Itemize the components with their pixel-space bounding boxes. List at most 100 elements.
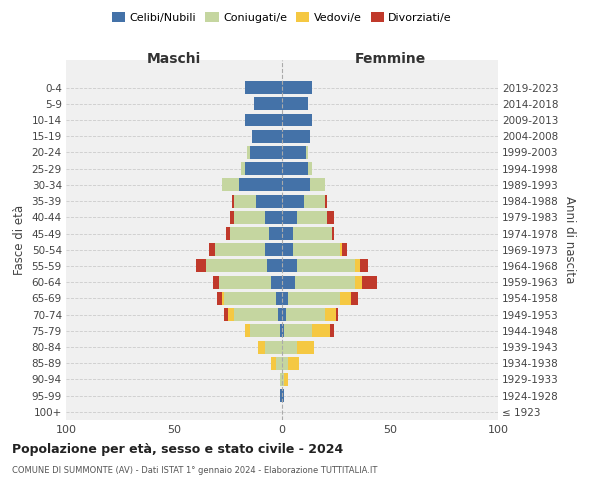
Bar bbox=[235, 194, 282, 207]
Bar bbox=[282, 340, 297, 353]
Bar bbox=[282, 389, 284, 402]
Bar bbox=[282, 162, 312, 175]
Bar bbox=[280, 389, 282, 402]
Bar bbox=[235, 194, 282, 207]
Bar bbox=[282, 114, 312, 126]
Bar bbox=[250, 146, 282, 159]
Bar bbox=[245, 81, 282, 94]
Bar bbox=[221, 178, 282, 192]
Bar bbox=[265, 340, 282, 353]
Bar bbox=[282, 146, 308, 159]
Bar bbox=[206, 260, 282, 272]
Bar bbox=[250, 324, 282, 338]
Bar bbox=[275, 292, 282, 305]
Bar bbox=[209, 243, 282, 256]
Bar bbox=[241, 162, 282, 175]
Bar bbox=[254, 98, 282, 110]
Bar bbox=[280, 389, 282, 402]
Bar bbox=[282, 162, 312, 175]
Bar bbox=[213, 276, 282, 288]
Bar bbox=[282, 324, 284, 338]
Bar bbox=[282, 389, 284, 402]
Bar bbox=[282, 178, 325, 192]
Bar bbox=[230, 227, 282, 240]
Bar bbox=[282, 243, 343, 256]
Bar bbox=[247, 146, 282, 159]
Bar bbox=[220, 276, 282, 288]
Bar bbox=[215, 243, 282, 256]
Bar bbox=[258, 340, 282, 353]
Y-axis label: Fasce di età: Fasce di età bbox=[13, 205, 26, 275]
Text: COMUNE DI SUMMONTE (AV) - Dati ISTAT 1° gennaio 2024 - Elaborazione TUTTITALIA.I: COMUNE DI SUMMONTE (AV) - Dati ISTAT 1° … bbox=[12, 466, 377, 475]
Bar bbox=[269, 227, 282, 240]
Bar bbox=[282, 98, 308, 110]
Bar bbox=[282, 146, 308, 159]
Bar bbox=[271, 357, 282, 370]
Bar bbox=[282, 194, 304, 207]
Bar bbox=[282, 178, 325, 192]
Bar bbox=[254, 98, 282, 110]
Bar bbox=[224, 308, 282, 321]
Bar bbox=[282, 357, 289, 370]
Bar bbox=[280, 324, 282, 338]
Bar bbox=[235, 308, 282, 321]
Bar bbox=[282, 324, 312, 338]
Bar bbox=[267, 260, 282, 272]
Bar bbox=[271, 357, 282, 370]
Bar bbox=[280, 373, 282, 386]
Bar bbox=[245, 114, 282, 126]
Bar bbox=[258, 340, 282, 353]
Bar bbox=[282, 114, 312, 126]
Text: Femmine: Femmine bbox=[355, 52, 425, 66]
Bar bbox=[254, 98, 282, 110]
Text: Popolazione per età, sesso e stato civile - 2024: Popolazione per età, sesso e stato civil… bbox=[12, 442, 343, 456]
Bar bbox=[232, 194, 282, 207]
Bar bbox=[282, 130, 310, 142]
Bar bbox=[271, 276, 282, 288]
Bar bbox=[282, 308, 325, 321]
Bar bbox=[282, 243, 347, 256]
Text: Maschi: Maschi bbox=[147, 52, 201, 66]
Bar bbox=[206, 260, 282, 272]
Bar bbox=[282, 389, 284, 402]
Bar bbox=[282, 373, 284, 386]
Bar bbox=[282, 130, 310, 142]
Bar bbox=[282, 178, 325, 192]
Bar bbox=[282, 243, 340, 256]
Bar bbox=[282, 324, 334, 338]
Bar bbox=[252, 130, 282, 142]
Bar bbox=[282, 260, 355, 272]
Bar bbox=[282, 98, 308, 110]
Bar bbox=[254, 98, 282, 110]
Bar bbox=[282, 292, 351, 305]
Bar bbox=[282, 162, 312, 175]
Bar bbox=[221, 178, 282, 192]
Bar bbox=[282, 98, 308, 110]
Bar bbox=[282, 292, 289, 305]
Bar bbox=[282, 308, 338, 321]
Bar bbox=[282, 81, 312, 94]
Bar bbox=[245, 324, 282, 338]
Bar bbox=[280, 373, 282, 386]
Bar bbox=[282, 81, 312, 94]
Bar bbox=[282, 227, 293, 240]
Bar bbox=[282, 260, 368, 272]
Bar bbox=[282, 194, 325, 207]
Bar bbox=[282, 260, 360, 272]
Bar bbox=[282, 211, 328, 224]
Bar bbox=[282, 292, 340, 305]
Bar bbox=[245, 81, 282, 94]
Bar bbox=[282, 276, 362, 288]
Bar bbox=[282, 211, 297, 224]
Legend: Celibi/Nubili, Coniugati/e, Vedovi/e, Divorziati/e: Celibi/Nubili, Coniugati/e, Vedovi/e, Di… bbox=[107, 8, 457, 28]
Bar bbox=[265, 243, 282, 256]
Bar bbox=[282, 243, 293, 256]
Bar bbox=[282, 227, 332, 240]
Y-axis label: Anni di nascita: Anni di nascita bbox=[563, 196, 575, 284]
Bar bbox=[239, 178, 282, 192]
Bar bbox=[245, 114, 282, 126]
Bar bbox=[282, 146, 306, 159]
Bar bbox=[265, 211, 282, 224]
Bar bbox=[282, 81, 312, 94]
Bar bbox=[282, 130, 310, 142]
